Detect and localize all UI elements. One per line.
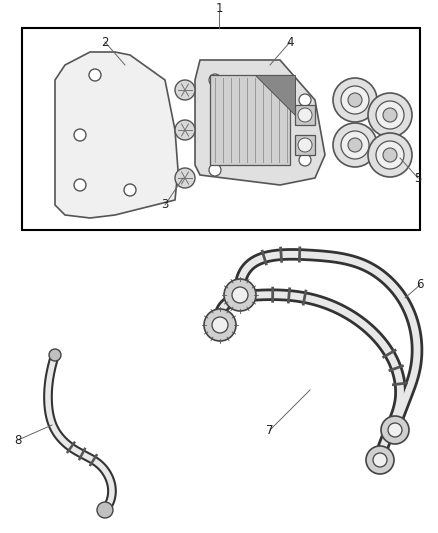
Circle shape <box>124 184 136 196</box>
Circle shape <box>341 131 369 159</box>
Text: 7: 7 <box>266 424 274 437</box>
Circle shape <box>333 78 377 122</box>
Circle shape <box>204 309 236 341</box>
Circle shape <box>298 138 312 152</box>
Circle shape <box>383 108 397 122</box>
Circle shape <box>298 108 312 122</box>
Circle shape <box>381 416 409 444</box>
Circle shape <box>299 154 311 166</box>
Circle shape <box>348 93 362 107</box>
Circle shape <box>333 123 377 167</box>
Text: 6: 6 <box>416 279 424 292</box>
Circle shape <box>341 86 369 114</box>
Polygon shape <box>55 52 178 218</box>
Circle shape <box>348 138 362 152</box>
Circle shape <box>175 168 195 188</box>
Circle shape <box>175 120 195 140</box>
Text: 2: 2 <box>101 36 109 49</box>
Circle shape <box>232 287 248 303</box>
Circle shape <box>376 141 404 169</box>
Circle shape <box>209 164 221 176</box>
Polygon shape <box>255 75 295 115</box>
Circle shape <box>299 94 311 106</box>
Circle shape <box>368 133 412 177</box>
Circle shape <box>175 80 195 100</box>
Text: 8: 8 <box>14 433 22 447</box>
Circle shape <box>388 423 402 437</box>
Text: 4: 4 <box>286 36 294 49</box>
Circle shape <box>368 93 412 137</box>
Circle shape <box>49 349 61 361</box>
Circle shape <box>74 129 86 141</box>
Text: 1: 1 <box>215 2 223 14</box>
Polygon shape <box>195 60 325 185</box>
Circle shape <box>366 446 394 474</box>
Circle shape <box>209 74 221 86</box>
Bar <box>22 28 420 230</box>
Circle shape <box>376 101 404 129</box>
Circle shape <box>97 502 113 518</box>
Text: 3: 3 <box>161 198 169 212</box>
Text: 5: 5 <box>414 172 422 184</box>
Bar <box>295 105 315 125</box>
Circle shape <box>212 317 228 333</box>
Circle shape <box>89 69 101 81</box>
Circle shape <box>373 453 387 467</box>
Circle shape <box>224 279 256 311</box>
Circle shape <box>383 148 397 162</box>
Bar <box>295 135 315 155</box>
Bar <box>210 75 290 165</box>
Circle shape <box>74 179 86 191</box>
